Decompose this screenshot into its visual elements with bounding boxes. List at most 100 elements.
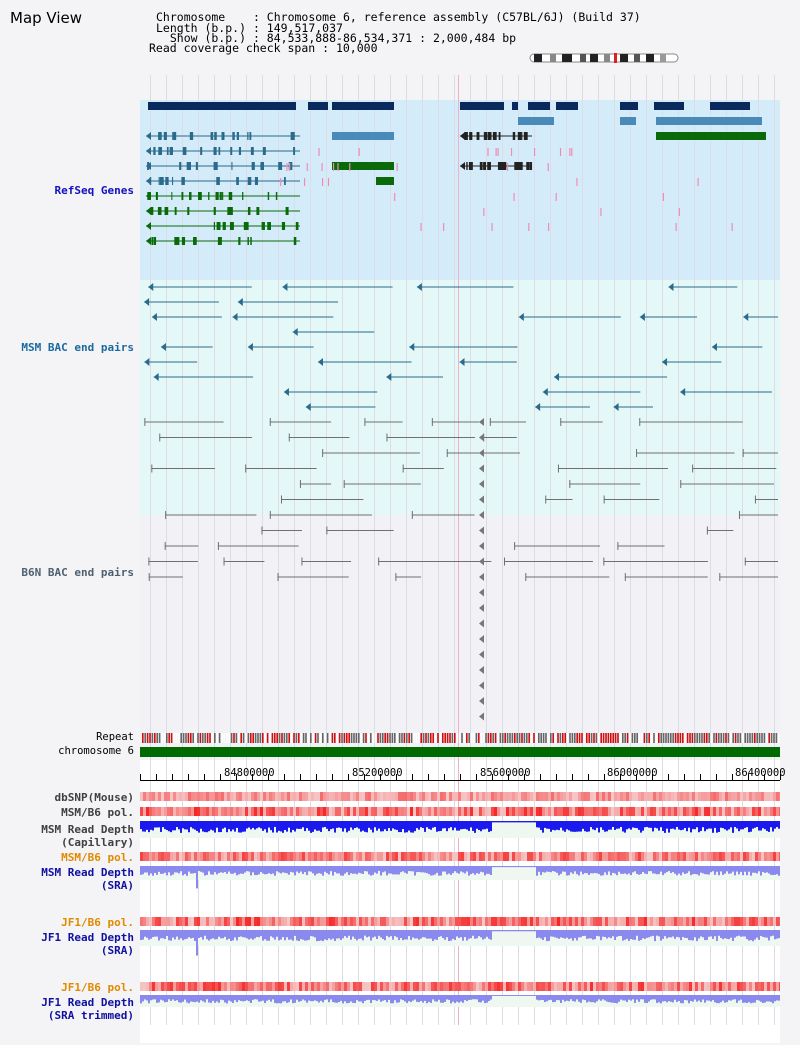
gene-exon [468,162,472,170]
depth-bar [364,866,366,872]
heat-cell [341,917,344,926]
heat-cell [662,982,665,991]
heat-cell [365,982,368,991]
repeat-track[interactable] [140,733,780,743]
depth-bar [150,930,152,939]
heat-cell [152,792,155,801]
depth-bar [586,930,588,939]
bac-end-marker [603,557,605,566]
gene-exon [216,222,221,230]
depth-bar [746,866,748,876]
depth-bar [182,866,184,876]
heat-cell [524,792,527,801]
bac-end-marker [742,449,744,457]
axis-tick [380,774,381,780]
depth-bar [316,821,318,831]
axis-tick [604,774,605,780]
depth-bar [426,995,428,1004]
msm-bac-track[interactable] [140,280,780,415]
repeat-mark [372,733,374,743]
depth-bar [572,995,574,1002]
depth-bar [440,866,442,876]
depth-bar [384,866,386,872]
depth-bar [466,995,468,1002]
depth-bar [578,866,580,876]
depth-bar [404,995,406,1002]
depth-bar [530,821,532,823]
gene-exon [476,132,480,140]
heat-cell [335,807,338,816]
bac-end-marker [617,542,619,550]
depth-bar [770,866,772,875]
refseq-genes-track[interactable] [140,100,780,280]
depth-bar [754,995,756,1003]
depth-bar [764,930,766,938]
depth-bar [534,866,536,868]
repeat-mark [732,733,734,743]
gene-block [518,117,554,125]
depth-bar [724,821,726,830]
depth-bar [276,866,278,872]
depth-bar [714,995,716,1003]
heat-cell [359,852,362,861]
bac-end-marker [280,495,282,504]
depth-bar [436,866,438,873]
depth-bar [234,866,236,873]
depth-bar [644,866,646,874]
repeat-mark [499,733,502,743]
heat-cell [755,982,758,991]
depth-bar [636,866,638,874]
repeat-mark [398,733,401,743]
depth-bar [658,995,660,1003]
refseq-genes-label[interactable]: RefSeq Genes [54,184,134,197]
msm-bac-label[interactable]: MSM BAC end pairs [21,341,134,354]
heat-cell [341,792,344,801]
bac-end-marker [569,480,571,488]
depth-bar [142,930,144,940]
axis-tick [268,774,269,780]
depth-bar [476,821,478,829]
depth-bar [524,821,526,823]
depth-bar [486,821,488,829]
heat-cell [608,807,611,816]
depth-bar [172,866,174,875]
repeat-mark [365,733,367,743]
heat-cell [377,982,380,991]
polymorphism-depth-tracks[interactable] [140,790,780,1040]
chromosome-ideogram[interactable] [528,51,683,65]
repeat-mark [670,733,672,743]
heat-cell [347,807,350,816]
heat-cell [335,917,338,926]
depth-bar [152,866,154,876]
bac-end-marker [719,573,721,581]
b6n-bac-label[interactable]: B6N BAC end pairs [21,566,134,579]
repeat-mark [377,733,379,743]
heat-cell [566,852,569,861]
depth-bar [314,995,316,1001]
gene-exon [267,192,270,200]
heat-cell [152,852,155,861]
depth-bar [744,866,746,872]
bac-end-marker [542,388,548,396]
depth-bar [328,930,330,939]
heat-cell [239,792,242,801]
repeat-mark [703,733,706,743]
depth-bar [334,995,336,1003]
depth-bar [464,866,466,874]
heat-cell [593,982,596,991]
depth-bar [708,995,710,1001]
heat-cell [770,982,773,991]
depth-bar [176,995,178,1001]
depth-bar [496,866,498,868]
repeat-mark [329,733,331,743]
depth-bar [494,930,496,932]
heat-cell [467,917,470,926]
b6n-bac-track[interactable] [140,415,780,730]
depth-bar [266,930,268,941]
depth-bar [672,866,674,873]
gene-exon [256,207,260,215]
heat-cell [233,917,236,926]
depth-bar [562,930,564,938]
heat-cell [761,982,764,991]
heat-cell [404,852,407,861]
